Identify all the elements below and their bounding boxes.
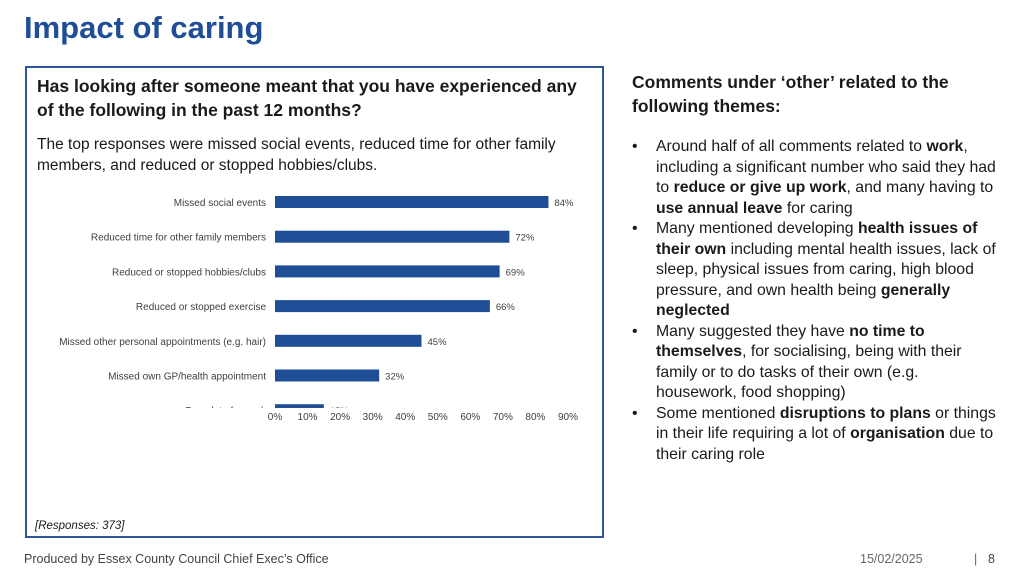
comment-emphasis: organisation — [850, 425, 945, 442]
category-label: Missed other personal appointments (e.g.… — [59, 337, 266, 348]
comment-item: • Some mentioned disruptions to plans or … — [632, 404, 1002, 466]
x-tick-label: 20% — [330, 412, 350, 423]
footer-date: 15/02/2025 — [860, 552, 923, 566]
comment-emphasis: use annual leave — [656, 199, 783, 217]
comment-emphasis: work — [926, 138, 964, 155]
x-tick-label: 90% — [558, 412, 578, 423]
x-axis: 0% 10% 20% 30% 40% 50% 60% 70% 80% 90% — [268, 412, 578, 423]
responses-note: [Responses: 373] — [35, 520, 125, 532]
data-label: 32% — [385, 372, 405, 383]
data-label: 66% — [496, 302, 516, 313]
x-tick-label: 30% — [363, 412, 383, 423]
bar — [275, 196, 549, 208]
bar — [275, 369, 380, 382]
footer-separator: | — [974, 552, 978, 566]
comment-text: Some mentioned — [656, 404, 780, 422]
page-title: Impact of caring — [24, 10, 264, 45]
bar — [275, 300, 490, 313]
survey-panel: Has looking after someone meant that you… — [25, 66, 604, 538]
category-label: Reduced time for other family members — [91, 233, 266, 244]
comment-text: or things in their life requiring a lot … — [656, 404, 996, 443]
comments-list: • Around half of all comments related to … — [632, 137, 1002, 465]
comment-text: Around half of all comments related to — [656, 138, 927, 155]
category-label: Reduced or stopped hobbies/clubs — [112, 267, 266, 278]
category-label: Missed social events — [174, 198, 266, 209]
category-label: Been late for work — [185, 406, 267, 408]
category-label: Reduced or stopped exercise — [136, 302, 267, 313]
comment-text: for caring — [782, 199, 853, 217]
comment-text: Many mentioned developing — [656, 220, 858, 237]
page-number: 8 — [988, 552, 995, 566]
bullet-icon: • — [632, 220, 638, 237]
bar — [275, 404, 324, 408]
bullet-icon: • — [632, 138, 638, 155]
bullet-icon: • — [632, 322, 638, 340]
bar-chart: Missed social events 84% Reduced time for … — [59, 196, 574, 408]
comment-item: • Around half of all comments related to … — [632, 137, 1002, 219]
x-tick-label: 0% — [268, 412, 283, 423]
data-label: 84% — [554, 198, 574, 209]
x-tick-label: 50% — [428, 412, 448, 423]
x-tick-label: 60% — [460, 412, 480, 423]
bar — [275, 230, 510, 243]
data-label: 45% — [428, 337, 448, 348]
comments-title: Comments under ‘other’ related to the fo… — [632, 72, 949, 116]
x-tick-label: 10% — [298, 412, 318, 423]
data-label: 69% — [506, 267, 526, 278]
comment-text: due to their caring role — [656, 425, 994, 463]
comment-text: , including a significant number who sai… — [656, 138, 996, 196]
comment-text: , for socialising, being with their fami… — [656, 343, 962, 401]
category-label: Missed own GP/health appointment — [108, 372, 266, 383]
x-tick-label: 80% — [525, 412, 545, 423]
comment-text: , and many having to — [846, 179, 994, 196]
question-summary: The top responses were missed social eve… — [37, 136, 556, 174]
bullet-icon: • — [632, 404, 638, 422]
footer-source: Produced by Essex County Council Chief E… — [24, 552, 329, 566]
comment-emphasis: generally neglected — [656, 281, 951, 320]
x-tick-label: 40% — [395, 412, 415, 423]
comment-item: • Many suggested they have no time to the… — [632, 322, 1002, 404]
data-label: 72% — [515, 233, 535, 244]
comment-item: • Many mentioned developing health issues… — [632, 219, 1002, 322]
comment-text: Many suggested they have — [656, 322, 850, 340]
comment-emphasis: reduce or give up work — [673, 179, 847, 196]
bar — [275, 334, 422, 347]
comment-emphasis: health issues of their own — [656, 220, 978, 258]
data-label: 15% — [330, 406, 350, 408]
comment-emphasis: disruptions to plans — [779, 404, 931, 422]
bar — [275, 265, 500, 278]
comment-text: including mental health issues, lack of … — [656, 240, 996, 299]
x-tick-label: 70% — [493, 412, 513, 423]
comment-emphasis: no time to themselves — [656, 322, 925, 361]
question-title: Has looking after someone meant that you… — [37, 76, 577, 120]
